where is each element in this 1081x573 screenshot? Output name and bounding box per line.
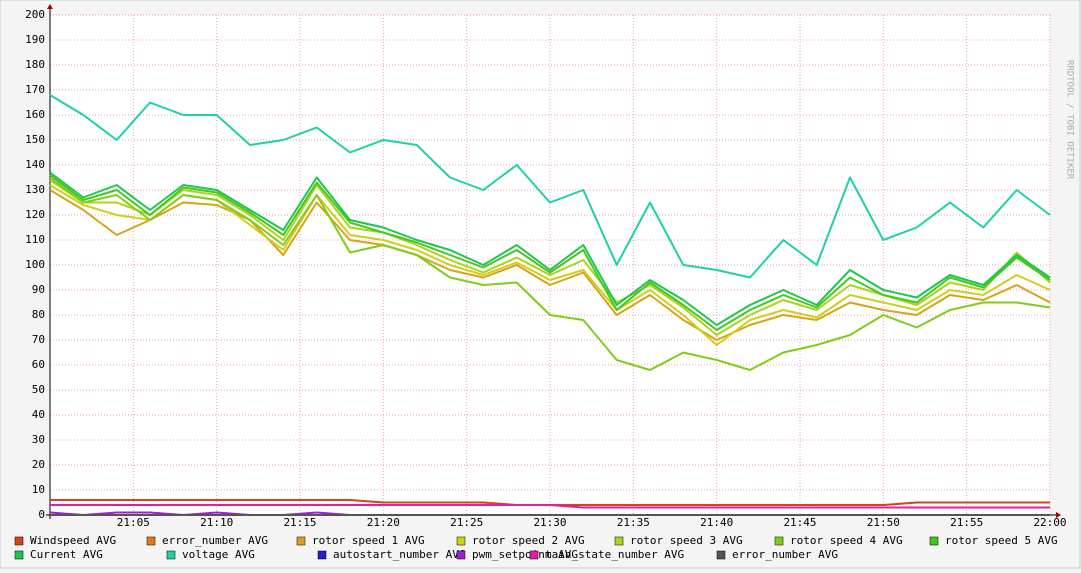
- legend-label: rotor speed 3 AVG: [630, 534, 743, 547]
- y-tick-label: 190: [25, 33, 45, 46]
- legend-swatch: [614, 536, 624, 546]
- legend-swatch: [529, 550, 539, 560]
- legend-label: Current AVG: [30, 548, 103, 561]
- x-tick-label: 21:55: [950, 516, 983, 529]
- y-tick-label: 0: [38, 508, 45, 521]
- x-tick-label: 21:20: [367, 516, 400, 529]
- y-tick-label: 90: [32, 283, 45, 296]
- axis-arrow: [1056, 512, 1061, 518]
- series-line: [49, 171, 1051, 326]
- x-tick-label: 21:05: [117, 516, 150, 529]
- x-tick-label: 21:15: [283, 516, 316, 529]
- x-tick-label: 22:00: [1033, 516, 1066, 529]
- x-tick-label: 21:25: [450, 516, 483, 529]
- x-tick-label: 21:50: [867, 516, 900, 529]
- y-tick-label: 60: [32, 358, 45, 371]
- legend-label: main_state_number AVG: [545, 548, 684, 561]
- legend-swatch: [716, 550, 726, 560]
- series-line: [50, 504, 1050, 509]
- y-tick-label: 170: [25, 83, 45, 96]
- legend-swatch: [317, 550, 327, 560]
- legend-swatch: [456, 536, 466, 546]
- y-tick-label: 110: [25, 233, 45, 246]
- x-tick-label: 21:35: [617, 516, 650, 529]
- y-tick-label: 200: [25, 8, 45, 21]
- x-tick-label: 21:10: [200, 516, 233, 529]
- y-tick-label: 140: [25, 158, 45, 171]
- legend-swatch: [929, 536, 939, 546]
- legend-label: rotor speed 4 AVG: [790, 534, 903, 547]
- y-tick-label: 80: [32, 308, 45, 321]
- y-tick-label: 120: [25, 208, 45, 221]
- y-tick-label: 130: [25, 183, 45, 196]
- legend-swatch: [14, 536, 24, 546]
- series-line: [49, 176, 1051, 371]
- legend-swatch: [774, 536, 784, 546]
- x-tick-label: 21:40: [700, 516, 733, 529]
- legend-label: autostart_number AVG: [333, 548, 465, 561]
- legend-swatch: [456, 550, 466, 560]
- legend-label: rotor speed 5 AVG: [945, 534, 1058, 547]
- legend-label: rotor speed 1 AVG: [312, 534, 425, 547]
- legend-label: voltage AVG: [182, 548, 255, 561]
- watermark: RRDTOOL / TOBI OETIKER: [1065, 60, 1075, 180]
- legend-label: error_number AVG: [162, 534, 268, 547]
- legend-swatch: [14, 550, 24, 560]
- legend-label: pwm_setpoint AVG: [472, 548, 578, 561]
- series-line: [49, 174, 1051, 331]
- legend-label: rotor speed 2 AVG: [472, 534, 585, 547]
- y-tick-label: 70: [32, 333, 45, 346]
- legend-swatch: [146, 536, 156, 546]
- legend-label: Windspeed AVG: [30, 534, 116, 547]
- y-tick-label: 100: [25, 258, 45, 271]
- series-line: [49, 189, 1051, 341]
- legend-label: error_number AVG: [732, 548, 838, 561]
- legend-swatch: [296, 536, 306, 546]
- y-tick-label: 180: [25, 58, 45, 71]
- series-line: [49, 94, 1051, 279]
- y-tick-label: 150: [25, 133, 45, 146]
- y-tick-label: 50: [32, 383, 45, 396]
- y-tick-label: 10: [32, 483, 45, 496]
- legend-swatch: [166, 550, 176, 560]
- y-tick-label: 30: [32, 433, 45, 446]
- y-tick-label: 20: [32, 458, 45, 471]
- axis-arrow: [47, 4, 53, 9]
- x-tick-label: 21:45: [783, 516, 816, 529]
- x-tick-label: 21:30: [533, 516, 566, 529]
- y-tick-label: 40: [32, 408, 45, 421]
- y-tick-label: 160: [25, 108, 45, 121]
